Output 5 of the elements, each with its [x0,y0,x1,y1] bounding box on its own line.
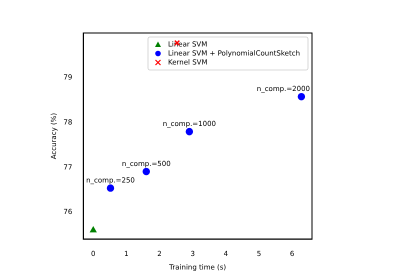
point [90,226,97,232]
point [186,128,194,136]
point [106,184,114,192]
point [142,168,150,176]
point [298,92,306,100]
